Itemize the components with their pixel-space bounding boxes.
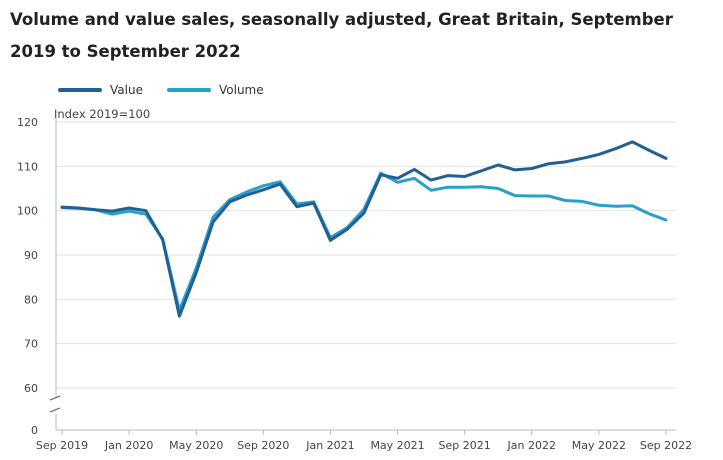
axis-break-icon	[49, 395, 61, 413]
legend-item-volume: Volume	[167, 80, 264, 100]
series-line-volume	[60, 171, 668, 312]
x-tick-label: Jan 2022	[507, 439, 556, 452]
y-tick-label: 60	[24, 382, 38, 395]
x-tick-label: Sep 2021	[439, 439, 491, 452]
chart-title: Volume and value sales, seasonally adjus…	[10, 10, 673, 61]
y-tick-label: 90	[24, 249, 38, 262]
y-axis-label: Index 2019=100	[54, 107, 151, 121]
legend-label-value: Value	[110, 83, 143, 97]
x-tick-label: Sep 2022	[640, 439, 692, 452]
y-tick-label: 70	[24, 338, 38, 351]
y-tick-label: 110	[17, 160, 38, 173]
y-tick-label: 100	[17, 205, 38, 218]
chart-legend: Value Volume	[0, 80, 723, 100]
x-tick-label: May 2022	[572, 439, 626, 452]
y-tick-label: 80	[24, 293, 38, 306]
x-tick-label: May 2021	[370, 439, 424, 452]
series-line-value	[60, 140, 668, 318]
x-tick-label: Sep 2019	[36, 439, 88, 452]
y-tick-label: 120	[17, 116, 38, 129]
x-tick-label: May 2020	[169, 439, 223, 452]
x-tick-label: Sep 2020	[237, 439, 289, 452]
legend-item-value: Value	[58, 80, 143, 100]
y-tick-label: 0	[31, 424, 38, 437]
x-tick-label: Jan 2021	[305, 439, 354, 452]
legend-label-volume: Volume	[219, 83, 264, 97]
legend-swatch-volume	[167, 88, 211, 92]
legend-swatch-value	[58, 88, 102, 92]
x-tick-label: Jan 2020	[104, 439, 153, 452]
